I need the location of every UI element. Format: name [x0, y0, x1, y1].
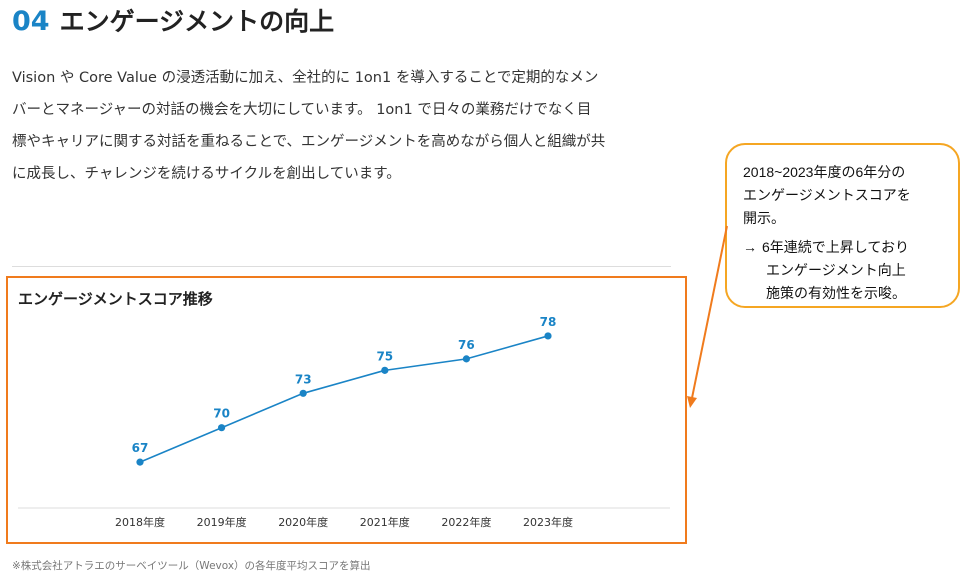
callout-line: → 6年連続で上昇しており [743, 236, 946, 259]
x-tick-label: 2020年度 [278, 515, 328, 529]
footnote: ※株式会社アトラエのサーベイツール（Wevox）の各年度平均スコアを算出 [12, 560, 371, 572]
x-tick-label: 2019年度 [197, 515, 247, 529]
section-title: エンゲージメントの向上 [59, 7, 335, 36]
right-arrow-icon: → [743, 239, 757, 255]
intro-line: Vision や Core Value の浸透活動に加え、全社的に 1on1 を… [12, 70, 599, 86]
x-tick-label: 2021年度 [360, 515, 410, 529]
callout-line: エンゲージメント向上 [766, 262, 906, 278]
section-number: 04 [12, 6, 50, 37]
engagement-score-chart: 67 70 73 75 76 78 2018年度 2019年度 2020年度 2021年度 2022… [18, 315, 670, 529]
x-tick-label: 2022年度 [441, 515, 491, 529]
chart-title: エンゲージメントスコア推移 [18, 290, 213, 308]
data-point [462, 355, 470, 363]
data-point [218, 424, 226, 432]
data-label: 75 [376, 349, 393, 363]
data-label: 78 [540, 315, 557, 329]
intro-line: バーとマネージャーの対話の機会を大切にしています。 1on1 で日々の業務だけで… [12, 102, 592, 118]
x-tick-label: 2018年度 [115, 515, 165, 529]
section-heading: 04 エンゲージメントの向上 [12, 2, 334, 38]
callout-arrow-line [691, 225, 728, 399]
series-line [139, 335, 549, 463]
section-divider [12, 266, 671, 267]
data-label: 73 [295, 372, 312, 386]
data-point [381, 366, 389, 374]
callout-line: 施策の有効性を示唆。 [766, 285, 906, 301]
intro-line: に成長し、チャレンジを続けるサイクルを創出しています。 [12, 166, 401, 182]
callout-box: 2018~2023年度の6年分の エンゲージメントスコアを 開示。 → 6年連続で… [725, 143, 960, 308]
data-label: 70 [213, 407, 230, 421]
callout-text: 6年連続で上昇しており [762, 239, 909, 255]
data-point [544, 332, 552, 340]
x-tick-label: 2023年度 [523, 515, 573, 529]
data-label: 76 [458, 338, 475, 352]
data-point [299, 389, 307, 397]
callout-line: 開示。 [743, 210, 785, 226]
data-point [136, 458, 144, 466]
intro-line: 標やキャリアに関する対話を重ねることで、エンゲージメントを高めながら個人と組織が… [12, 134, 606, 150]
callout-line: エンゲージメントスコアを [743, 187, 911, 203]
data-label: 67 [132, 441, 149, 455]
chart-highlight-frame: 67 70 73 75 76 78 2018年度 2019年度 2020年度 2021年度 2022… [6, 276, 687, 544]
callout-arrow-head [687, 396, 697, 408]
callout-line: 2018~2023年度の6年分の [743, 164, 906, 180]
intro-paragraph: Vision や Core Value の浸透活動に加え、全社的に 1on1 を… [12, 62, 680, 190]
